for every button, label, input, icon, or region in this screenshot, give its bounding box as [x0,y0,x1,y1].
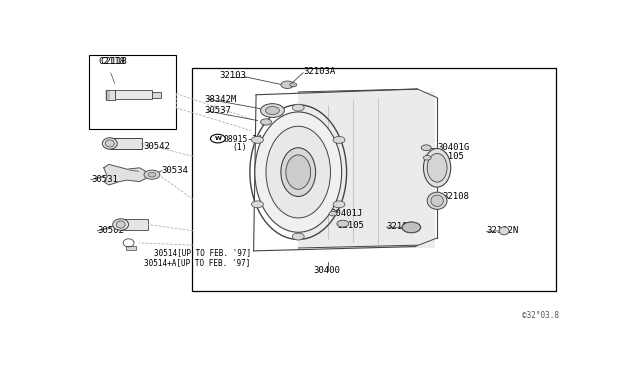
FancyBboxPatch shape [126,246,136,250]
Circle shape [252,201,264,208]
Circle shape [333,137,345,143]
Polygon shape [104,164,150,185]
Circle shape [292,233,304,240]
Ellipse shape [260,119,271,125]
Circle shape [148,172,156,177]
Text: 30542: 30542 [143,142,170,151]
Ellipse shape [431,195,444,206]
Ellipse shape [499,227,509,235]
Circle shape [403,222,420,232]
Circle shape [337,220,349,227]
Text: ©32°03.8: ©32°03.8 [522,311,559,320]
Ellipse shape [255,112,342,232]
Ellipse shape [266,126,330,218]
Circle shape [292,104,304,111]
Text: 30537: 30537 [204,106,231,115]
Ellipse shape [402,222,420,233]
Text: 32103: 32103 [219,71,246,80]
Ellipse shape [281,148,316,196]
FancyBboxPatch shape [152,92,161,98]
Text: (1): (1) [232,143,247,152]
Circle shape [333,201,345,208]
Circle shape [281,81,294,89]
FancyBboxPatch shape [115,90,152,99]
FancyBboxPatch shape [106,90,115,100]
Text: 30514[UP TO FEB. '97]: 30514[UP TO FEB. '97] [154,248,252,257]
Ellipse shape [286,155,310,189]
Text: 30502: 30502 [97,226,124,235]
Ellipse shape [106,140,114,147]
FancyBboxPatch shape [110,138,142,149]
Circle shape [211,134,225,143]
Text: 32102N: 32102N [486,226,519,235]
Circle shape [421,145,431,151]
Circle shape [329,211,337,216]
FancyBboxPatch shape [298,92,435,248]
Text: C2118: C2118 [101,57,128,66]
Text: 30401G: 30401G [437,143,469,152]
Ellipse shape [116,221,125,228]
Ellipse shape [424,148,451,187]
Bar [191,68,556,291]
Ellipse shape [102,138,117,149]
Text: 30531: 30531 [91,175,118,184]
Text: 08915-1401A: 08915-1401A [224,135,278,144]
Text: 32105: 32105 [337,221,364,230]
Ellipse shape [113,219,129,230]
Text: 32103A: 32103A [303,67,335,76]
Text: 30514+A[UP TO FEB. '97]: 30514+A[UP TO FEB. '97] [145,258,251,267]
Ellipse shape [266,106,280,115]
Circle shape [252,137,264,143]
FancyBboxPatch shape [121,219,148,230]
Ellipse shape [428,154,447,182]
Text: C2118: C2118 [99,57,125,66]
Text: 30534: 30534 [162,166,189,175]
Ellipse shape [260,104,284,118]
Text: 32105: 32105 [437,152,464,161]
Text: 30401J: 30401J [330,209,363,218]
Ellipse shape [428,192,447,209]
Circle shape [144,170,160,179]
Text: 38342M: 38342M [204,94,236,103]
Text: 32109: 32109 [387,222,413,231]
Text: 32108: 32108 [442,192,469,201]
Circle shape [290,83,297,87]
Bar [89,55,176,129]
Text: W: W [214,136,221,141]
Text: 30400: 30400 [314,266,340,275]
Circle shape [423,155,431,160]
